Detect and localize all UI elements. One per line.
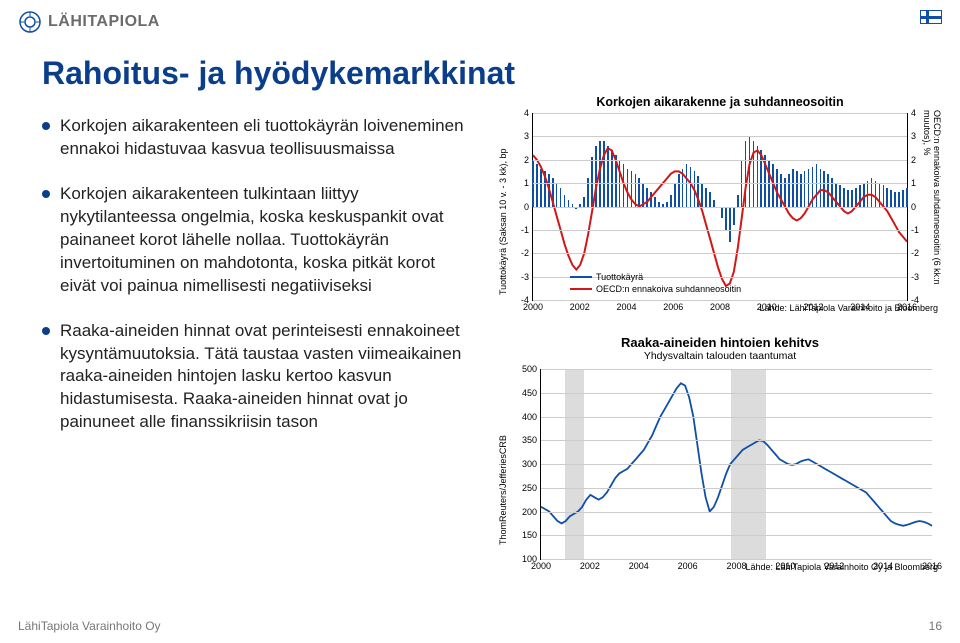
chart-plot-area: 1001502002503003504004505002000200220042… bbox=[540, 369, 932, 560]
bullet-dot-icon bbox=[42, 190, 50, 198]
y-axis-right-label: OECD:n ennakoiva suhdanneosoitin (6 kk:n… bbox=[922, 110, 942, 310]
bullet-list: Korkojen aikarakenteen eli tuottokäyrän … bbox=[42, 115, 472, 456]
chart-title: Korkojen aikarakenne ja suhdanneosoitin bbox=[500, 95, 940, 109]
chart-yield-curve: Korkojen aikarakenne ja suhdanneosoitin … bbox=[500, 95, 940, 325]
chart-subtitle: Yhdysvaltain talouden taantumat bbox=[500, 350, 940, 362]
brand-name: LÄHITAPIOLA bbox=[48, 13, 160, 31]
brand-logo: LÄHITAPIOLA bbox=[18, 10, 160, 34]
bullet-dot-icon bbox=[42, 327, 50, 335]
chart-commodities: Raaka-aineiden hintoien kehitvs Yhdysval… bbox=[500, 335, 940, 590]
page-title: Rahoitus- ja hyödykemarkkinat bbox=[42, 55, 515, 92]
page-number: 16 bbox=[929, 619, 942, 633]
bullet-dot-icon bbox=[42, 122, 50, 130]
bullet-item: Korkojen aikarakenteen tulkintaan liitty… bbox=[42, 183, 472, 298]
footer-left: LähiTapiola Varainhoito Oy bbox=[18, 619, 161, 633]
bullet-text: Korkojen aikarakenteen tulkintaan liitty… bbox=[60, 183, 472, 298]
chart-title: Raaka-aineiden hintoien kehitvs bbox=[500, 335, 940, 350]
chart-source: Lähde: LähiTapiola Varainhoito Oy ja Blo… bbox=[746, 562, 938, 572]
bullet-text: Raaka-aineiden hinnat ovat perinteisesti… bbox=[60, 320, 472, 435]
bullet-item: Korkojen aikarakenteen eli tuottokäyrän … bbox=[42, 115, 472, 161]
bullet-item: Raaka-aineiden hinnat ovat perinteisesti… bbox=[42, 320, 472, 435]
bullet-text: Korkojen aikarakenteen eli tuottokäyrän … bbox=[60, 115, 472, 161]
y-axis-left-label: Tuottokäyrä (Saksan 10 v. - 3 kk), bp bbox=[498, 125, 508, 295]
chart-legend: TuottokäyräOECD:n ennakoiva suhdanneosoi… bbox=[570, 271, 741, 295]
y-axis-label: ThomReuters/JefferiesCRB bbox=[498, 375, 508, 545]
finland-flag-icon bbox=[920, 10, 942, 24]
chart-source: Lähde: LähiTapiola Varainhoito ja Bloomb… bbox=[760, 303, 938, 313]
logo-icon bbox=[18, 10, 42, 34]
